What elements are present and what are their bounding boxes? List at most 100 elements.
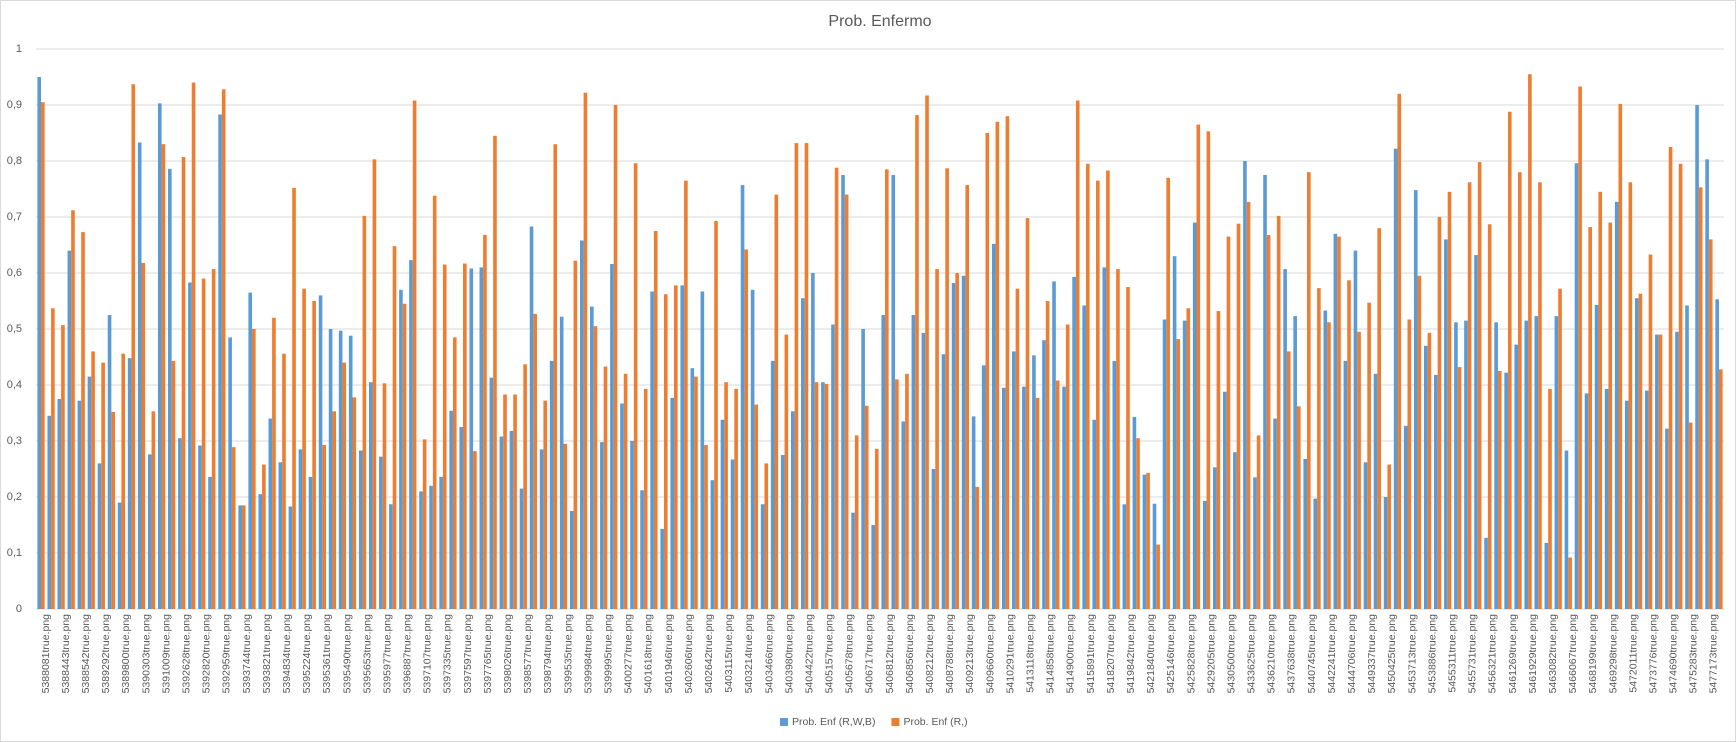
bar [821, 382, 825, 609]
bar [1015, 288, 1020, 609]
bar [1001, 387, 1006, 609]
x-tick-label: 5461269true.png [1507, 614, 1519, 694]
bar [1307, 172, 1311, 609]
x-tick-label: 5425828true.png [1185, 614, 1197, 694]
bar [985, 133, 990, 609]
bar [1688, 422, 1693, 609]
bar [901, 421, 906, 609]
bar [147, 454, 152, 609]
bar [754, 404, 759, 609]
bar [1106, 170, 1110, 609]
x-tick-label: 5398577true.png [522, 614, 534, 694]
bar [1548, 388, 1552, 609]
bar [1417, 275, 1422, 609]
y-tick-label: 0,2 [7, 491, 22, 503]
x-tick-label: 5437638true.png [1286, 614, 1298, 694]
x-tick-label: 5396887true.png [402, 614, 414, 694]
bar [379, 456, 383, 609]
x-tick-label: 5401618true.png [643, 614, 655, 694]
bar [252, 329, 256, 609]
bar [1263, 175, 1267, 609]
legend-label: Prob. Enf (R,W,B) [792, 716, 875, 728]
bar [1317, 288, 1321, 609]
x-tick-label: 5393821true.png [261, 614, 273, 694]
bar [1658, 334, 1663, 609]
bar [529, 226, 534, 609]
bar [1112, 360, 1117, 609]
bar [1467, 182, 1472, 609]
x-tick-label: 5404422true.png [803, 614, 815, 694]
bar [1333, 233, 1338, 610]
bar [1323, 310, 1328, 609]
bar [121, 353, 126, 609]
bar [790, 411, 795, 609]
bar [1423, 345, 1428, 609]
x-tick-label: 5463082true.png [1547, 614, 1559, 694]
bar [1022, 386, 1026, 609]
bar [851, 512, 855, 609]
x-tick-label: 5406812true.png [884, 614, 896, 694]
x-tick-label: 5419842true.png [1125, 614, 1137, 694]
bar [714, 220, 718, 610]
bar [392, 246, 397, 609]
bar [1598, 191, 1603, 610]
bar [824, 383, 829, 609]
x-tick-label: 5399535true.png [562, 614, 574, 694]
x-tick-label: 5466067true.png [1567, 614, 1579, 694]
y-tick-label: 0,5 [7, 323, 22, 335]
x-tick-label: 5405157true.png [824, 614, 836, 694]
bar [1504, 372, 1508, 609]
bar [1276, 215, 1281, 609]
bar [372, 159, 377, 609]
bar [318, 295, 323, 609]
bar [1367, 302, 1371, 609]
bar [1363, 462, 1368, 609]
bar [720, 419, 725, 609]
bar [764, 463, 769, 609]
bar [1122, 504, 1127, 609]
bar [831, 324, 835, 609]
bar [137, 142, 142, 609]
bar [1397, 93, 1402, 610]
bar [161, 144, 166, 609]
bar [489, 377, 494, 609]
x-tick-label: 5394834true.png [281, 614, 293, 694]
bar [1477, 162, 1482, 609]
bar [1484, 537, 1488, 609]
y-tick-label: 0,9 [7, 99, 22, 111]
bar [694, 376, 698, 609]
bar [1407, 319, 1412, 609]
bar [1383, 497, 1388, 609]
bar [774, 194, 779, 609]
bar [473, 451, 477, 609]
bar [885, 169, 889, 609]
bar [389, 504, 393, 609]
bar [640, 490, 644, 609]
bar [322, 444, 326, 609]
bar [543, 400, 548, 609]
bar [563, 443, 568, 609]
bar [228, 337, 232, 609]
x-tick-label: 5475283true.png [1688, 614, 1700, 694]
bar [352, 397, 357, 609]
bar [1357, 331, 1361, 609]
bar [1283, 269, 1287, 609]
x-tick-label: 5392628true.png [180, 614, 192, 694]
x-tick-label: 5397107true.png [422, 614, 434, 694]
bar [1075, 100, 1080, 610]
x-tick-label: 5444706true.png [1346, 614, 1358, 694]
bar [67, 250, 72, 609]
bar [931, 469, 936, 609]
bar [432, 195, 437, 609]
bar [1558, 288, 1562, 609]
bar [1715, 299, 1719, 609]
bar [1045, 301, 1050, 609]
bar [47, 415, 52, 609]
x-tick-label: 5408788true.png [944, 614, 956, 694]
bar [181, 157, 186, 609]
bar [1514, 344, 1519, 609]
bar [603, 366, 608, 609]
bar [895, 379, 899, 609]
bar [881, 315, 886, 609]
bar [965, 185, 970, 609]
